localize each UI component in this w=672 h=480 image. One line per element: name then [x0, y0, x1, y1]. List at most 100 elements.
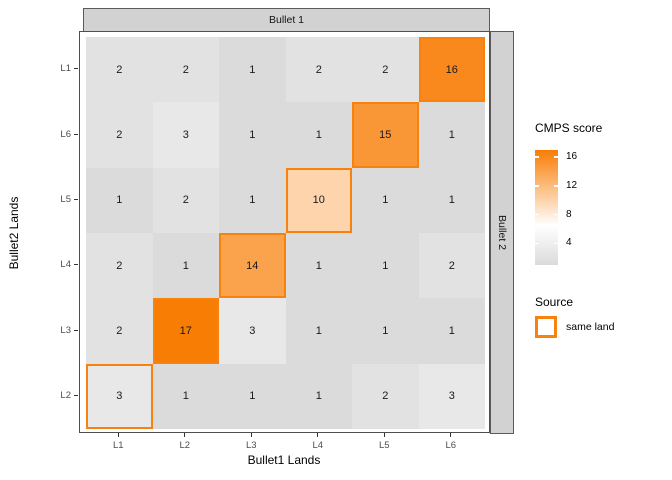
heatmap-cell: 3 [86, 363, 153, 429]
y-tick-label: L6 [60, 128, 71, 140]
heatmap-cell: 15 [352, 102, 419, 168]
x-tick-label: L2 [179, 440, 191, 451]
y-axis-tick [74, 198, 78, 200]
y-tick-label: L1 [60, 63, 71, 75]
colorbar-tick [554, 156, 558, 158]
heatmap-cell: 2 [86, 37, 153, 103]
heatmap-cell: 2 [352, 363, 419, 429]
heatmap-cell: 1 [285, 233, 352, 299]
colorbar-tick [535, 213, 539, 216]
cell-value: 1 [182, 390, 189, 403]
heatmap-cell: 2 [285, 37, 352, 103]
colorbar-tick [535, 156, 539, 158]
cell-value: 2 [382, 63, 389, 76]
heatmap-cell: 3 [418, 363, 485, 429]
cell-value: 2 [116, 128, 123, 141]
heatmap-cell: 14 [219, 233, 286, 299]
y-tick-label: L3 [60, 324, 71, 336]
heatmap-cell: 1 [219, 363, 286, 429]
cell-value: 17 [179, 324, 192, 337]
heatmap-cell: 1 [352, 298, 419, 364]
cell-value: 1 [315, 390, 322, 403]
cell-value: 1 [382, 259, 389, 272]
cell-value: 1 [448, 194, 455, 207]
colorbar-gradient [535, 150, 558, 265]
cell-value: 1 [315, 128, 322, 141]
cell-value: 1 [315, 259, 322, 272]
heatmap-cell: 2 [86, 233, 153, 299]
plot-panel: 2 2 1 2 2 16 2 3 1 1 15 1 1 2 1 10 1 1 2 1 14 1 1 2 2 17 3 1 1 1 3 1 1 1 2… [79, 31, 490, 433]
colorbar-tick-label: 12 [566, 179, 578, 191]
cell-value: 1 [382, 324, 389, 337]
x-tick-label: L1 [112, 440, 124, 451]
heatmap-cell: 1 [285, 363, 352, 429]
heatmap-cell: 2 [152, 167, 219, 233]
x-axis-tick [250, 433, 252, 437]
heatmap-cell: 2 [418, 233, 485, 299]
heatmap-cell: 1 [418, 102, 485, 168]
heatmap-cell: 1 [285, 102, 352, 168]
heatmap-cell: 2 [86, 298, 153, 364]
heatmap-cell: 1 [352, 167, 419, 233]
colorbar-tick [554, 213, 558, 216]
cell-value: 15 [379, 128, 392, 141]
heatmap-cell: 1 [418, 298, 485, 364]
heatmap-cell: 17 [152, 298, 219, 364]
heatmap-cell: 1 [352, 233, 419, 299]
x-axis-tick [383, 433, 385, 437]
heatmap-cell: 2 [152, 37, 219, 103]
colorbar-tick-label: 16 [566, 151, 578, 163]
heatmap-cell: 1 [219, 167, 286, 233]
colorbar-legend-title: CMPS score [535, 121, 603, 135]
x-tick-label: L4 [312, 440, 324, 451]
heatmap-cell: 2 [352, 37, 419, 103]
cell-value: 3 [448, 390, 455, 403]
cell-value: 2 [116, 324, 123, 337]
cell-value: 10 [312, 194, 325, 207]
y-axis-title: Bullet2 Lands [7, 196, 21, 270]
cell-value: 1 [249, 194, 256, 207]
x-tick-label: L6 [445, 440, 457, 451]
y-tick-label: L4 [60, 259, 71, 271]
heatmap-cell: 3 [152, 102, 219, 168]
cell-value: 3 [249, 324, 256, 337]
cell-value: 1 [249, 63, 256, 76]
heatmap-cell: 10 [285, 167, 352, 233]
cell-value: 2 [315, 63, 322, 76]
x-axis-tick [117, 433, 119, 437]
facet-strip-right: Bullet 2 [490, 31, 514, 434]
cell-value: 2 [116, 259, 123, 272]
cell-value: 3 [182, 128, 189, 141]
facet-strip-right-label: Bullet 2 [496, 214, 508, 251]
cell-value: 2 [382, 390, 389, 403]
cell-value: 1 [448, 128, 455, 141]
same-land-key-swatch [535, 316, 557, 338]
x-axis-tick [450, 433, 452, 437]
heatmap-cell: 2 [86, 102, 153, 168]
y-tick-label: L5 [60, 193, 71, 205]
y-axis-tick [74, 133, 78, 135]
cell-value: 16 [445, 63, 458, 76]
heatmap-cell: 1 [219, 37, 286, 103]
cell-value: 2 [182, 194, 189, 207]
colorbar-tick-label: 8 [566, 208, 572, 220]
heatmap-cell: 3 [219, 298, 286, 364]
cell-value: 1 [249, 128, 256, 141]
y-axis-tick [74, 264, 78, 266]
colorbar-tick [554, 185, 558, 187]
x-axis-tick [317, 433, 319, 437]
cell-value: 1 [116, 194, 123, 207]
y-axis-tick [74, 68, 78, 70]
cell-value: 2 [116, 63, 123, 76]
heatmap-cell: 1 [86, 167, 153, 233]
heatmap-cell: 16 [418, 37, 485, 103]
colorbar-tick [535, 185, 539, 187]
x-axis-tick [184, 433, 186, 437]
source-legend-title: Source [535, 295, 574, 309]
cell-value: 2 [448, 259, 455, 272]
heatmap-cell: 1 [152, 233, 219, 299]
x-axis-title: Bullet1 Lands [247, 453, 321, 467]
cell-value: 1 [249, 390, 256, 403]
x-tick-label: L3 [245, 440, 257, 451]
